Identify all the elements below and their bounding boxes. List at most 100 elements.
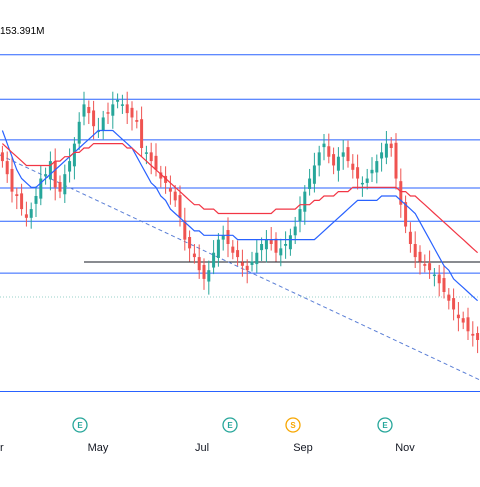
candle-body [389,143,393,148]
event-marker-label: E [227,421,233,430]
x-tick-label: r [0,442,4,454]
candle-body [231,246,235,253]
x-tick-label: Nov [395,442,415,454]
candle-body [5,161,9,175]
candle-body [125,104,129,114]
candle-body [312,165,316,184]
event-marker-label: E [382,421,388,430]
candle-body [437,274,441,284]
candle-body [82,104,86,117]
candle-body [140,119,144,148]
volume-label: 153.391M [0,26,45,37]
candle-body [111,104,115,116]
candle-body [408,231,412,244]
candle-body [399,181,403,205]
candle-body [44,174,48,176]
candle-body [212,252,216,268]
candle-body [197,257,201,271]
candle-body [442,278,446,292]
candle-body [404,202,408,227]
candle-body [332,154,336,166]
candle-body [423,264,427,266]
candle-body [461,318,465,323]
candle-body [365,178,369,183]
candle-body [10,168,14,192]
candle-body [192,253,196,258]
candle-body [456,314,460,319]
candle-body [34,196,38,204]
earnings-marker [72,417,88,433]
candle-body [72,143,76,167]
moving-average-slow [1,143,479,254]
candle-body [375,161,379,173]
candle-body [120,104,124,106]
candle-body [135,120,139,122]
earnings-marker [222,417,238,433]
candle-body [207,270,211,282]
candle-body [279,248,283,256]
candle-body [428,263,432,271]
x-tick-label: Jul [195,442,209,454]
candle-body [53,161,57,188]
candle-body [68,161,72,172]
candle-body [447,294,451,301]
candle-body [240,262,244,266]
candle-body [346,147,350,162]
candle-body [288,235,292,250]
candle-body [356,167,360,179]
candle-body [87,106,91,114]
candle-body [149,152,153,162]
candle-body [106,112,110,114]
candle-body [432,274,436,277]
candle-body [154,155,158,170]
candle-body [303,191,307,212]
candle-body [236,250,240,258]
candle-body [178,195,182,218]
event-marker-label: E [77,421,83,430]
candle-body [39,178,43,199]
trend-line [0,154,480,381]
candle-body [24,214,28,218]
candle-body [264,239,268,250]
event-marker-label: S [290,421,296,430]
candle-body [322,143,326,148]
candle-body [284,244,288,246]
candle-body [226,230,230,244]
earnings-marker [377,417,393,433]
candle-body [293,226,297,236]
candle-body [255,252,259,265]
candle-body [58,182,62,192]
candle-body [413,244,417,258]
candle-body [327,146,331,157]
candle-body [77,121,81,144]
candle-body [308,178,312,190]
candle-body [260,244,264,251]
x-tick-label: May [88,442,109,454]
candle-body [144,152,148,154]
x-tick-label: Sep [293,442,313,454]
candle-body [92,110,96,127]
candle-body [298,209,302,222]
dividend-marker [285,417,301,433]
candle-body [202,264,206,279]
candle-body [274,238,278,253]
candle-body [159,172,163,179]
candle-body [221,235,225,240]
candle-body [370,169,374,174]
candle-body [336,156,340,171]
candle-body [168,188,172,192]
candle-body [130,107,134,118]
candle-body [164,175,168,183]
candle-body [183,220,187,240]
candle-body [269,239,273,244]
candle-body [63,174,67,195]
candle-body [360,182,364,185]
candle-body [317,152,321,166]
candle-body [471,333,475,336]
candle-body [48,161,52,180]
candle-body [384,143,388,158]
candle-body [380,152,384,159]
candle-body [188,237,192,249]
candle-body [245,265,249,271]
candle-body [0,152,4,162]
